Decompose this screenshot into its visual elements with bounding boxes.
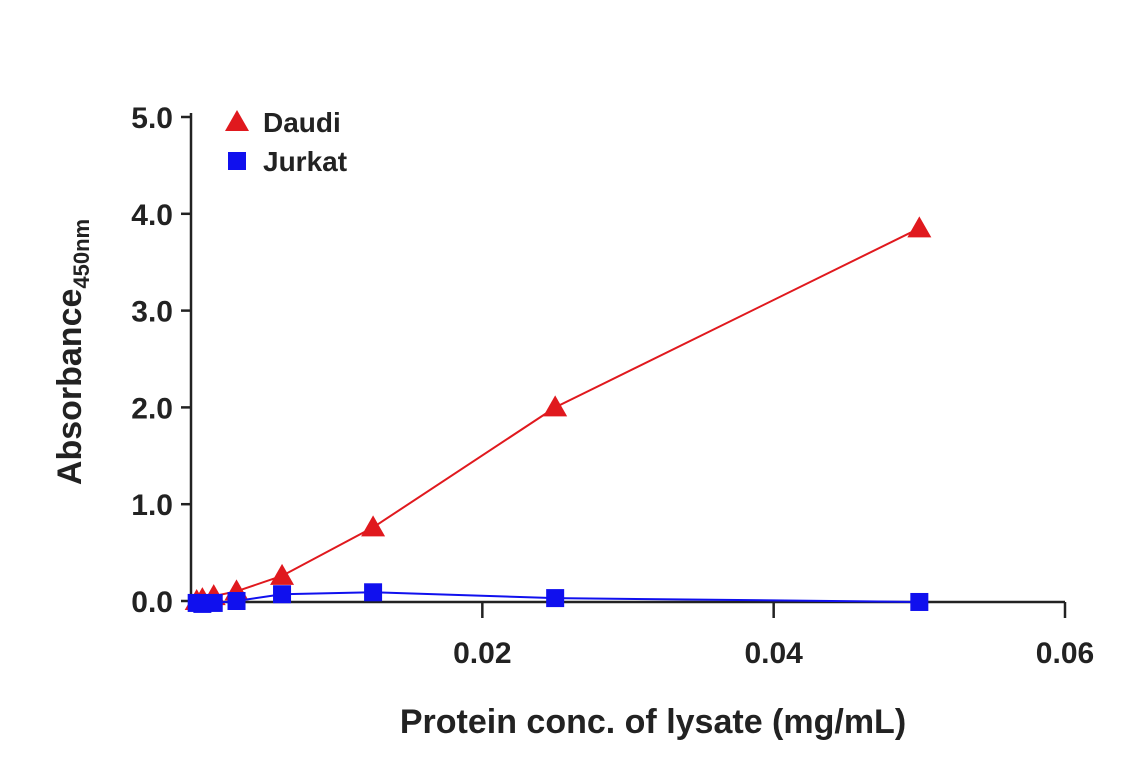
x-tick-label: 0.06 [1036,637,1094,670]
data-point-daudi [270,563,295,585]
x-tick-label: 0.02 [453,637,511,670]
legend-label-daudi: Daudi [263,107,341,138]
y-tick-label: 1.0 [131,489,173,522]
data-point-jurkat [546,589,565,608]
y-axis-title-subscript: 450nm [69,219,94,289]
data-point-jurkat [273,585,292,604]
legend-marker-daudi [225,110,249,131]
data-point-jurkat [910,592,929,611]
y-axis-title-main: Absorbance [51,289,89,486]
y-tick-label: 0.0 [131,586,173,619]
y-tick-label: 5.0 [131,102,173,135]
x-axis-title: Protein conc. of lysate (mg/mL) [400,703,906,741]
x-tick-label: 0.04 [744,637,803,670]
y-ticks: 0.0 1.0 2.0 3.0 4.0 5.0 [131,102,191,619]
data-point-daudi [907,216,932,238]
series-layer [184,216,932,613]
y-tick-label: 3.0 [131,296,173,329]
data-point-jurkat [227,592,246,610]
legend: Daudi Jurkat [225,107,347,177]
legend-label-jurkat: Jurkat [263,146,347,177]
data-point-jurkat [364,583,383,602]
x-ticks: 0.02 0.04 0.06 [453,602,1094,670]
y-tick-label: 2.0 [131,392,173,425]
y-axis-title: Absorbance450nm [51,219,94,485]
y-tick-label: 4.0 [131,199,173,232]
data-point-jurkat [204,593,223,612]
data-point-daudi [543,395,568,417]
data-point-daudi [361,515,386,537]
legend-marker-jurkat [228,152,246,170]
